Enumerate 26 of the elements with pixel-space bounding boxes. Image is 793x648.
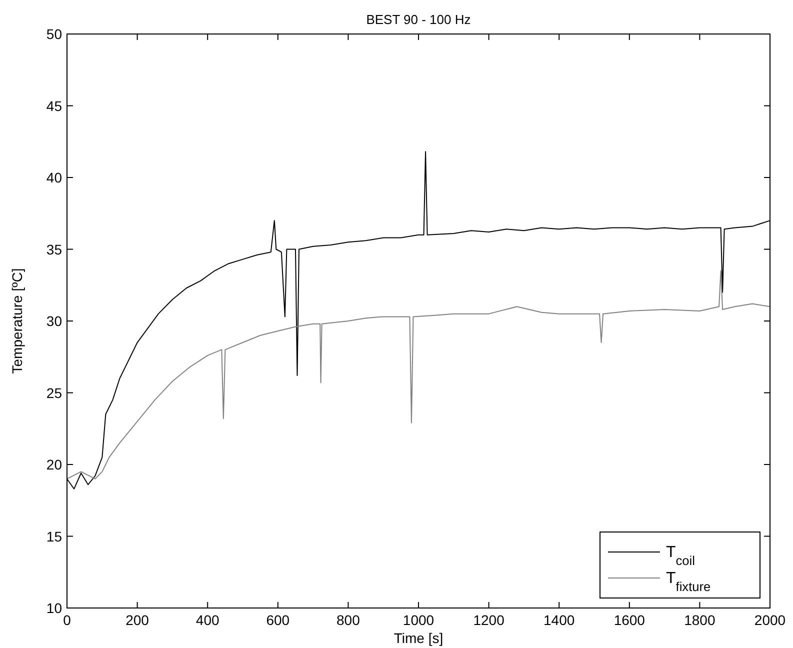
x-tick-label: 2000 bbox=[754, 612, 786, 628]
x-tick-label: 1200 bbox=[473, 612, 505, 628]
y-tick-label: 35 bbox=[46, 241, 62, 258]
y-tick-label: 30 bbox=[46, 313, 62, 329]
x-tick-label: 1600 bbox=[614, 612, 646, 628]
y-tick-label: 45 bbox=[46, 98, 62, 114]
x-tick-label: 600 bbox=[266, 612, 290, 628]
y-axis-title: Temperature [ºC] bbox=[9, 268, 25, 374]
x-tick-label: 0 bbox=[63, 612, 72, 628]
line-series bbox=[66, 270, 770, 480]
legend-label: T$_{coil}$ bbox=[666, 544, 695, 568]
chart-title: BEST 90 - 100 Hz bbox=[366, 12, 471, 27]
y-tick-label: 15 bbox=[46, 528, 62, 544]
x-tick-label: 1800 bbox=[684, 612, 716, 628]
legend-label: T$_{fixture}$ bbox=[666, 570, 711, 594]
x-tick-label: 200 bbox=[126, 612, 150, 628]
y-tick-label: 10 bbox=[46, 600, 62, 616]
y-tick-label: 25 bbox=[46, 384, 62, 401]
y-tick-label: 40 bbox=[46, 170, 62, 186]
x-tick-label: 1400 bbox=[544, 612, 575, 628]
x-tick-label: 800 bbox=[336, 612, 360, 628]
x-tick-label: 400 bbox=[196, 612, 220, 628]
x-tick-label: 1000 bbox=[402, 612, 434, 628]
x-axis-title: Time [s] bbox=[394, 630, 444, 646]
y-tick-label: 50 bbox=[46, 26, 62, 42]
y-tick-label: 20 bbox=[46, 456, 62, 472]
